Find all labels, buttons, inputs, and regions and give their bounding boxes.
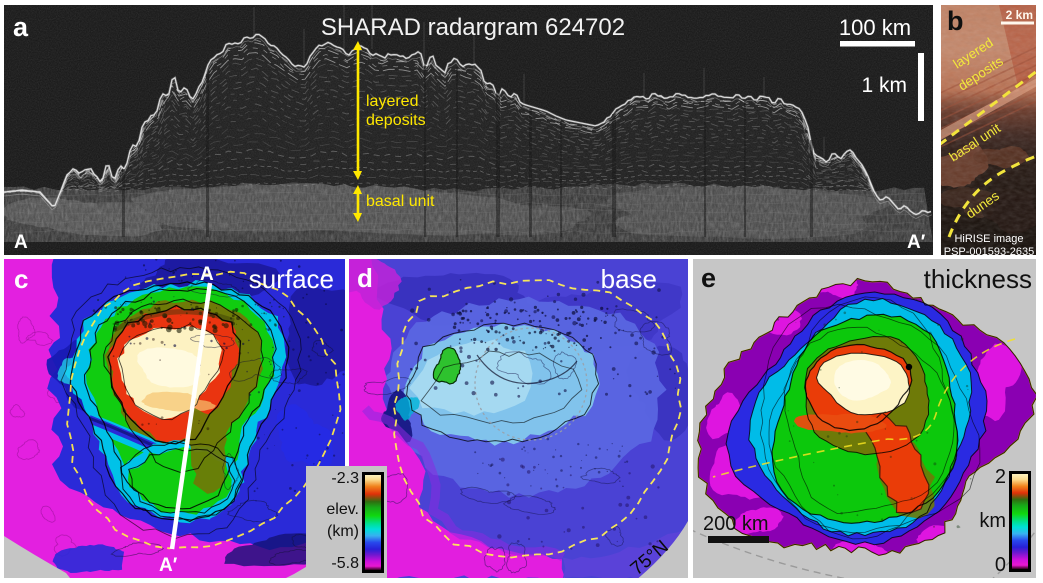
svg-text:A: A: [200, 264, 214, 285]
svg-text:a: a: [13, 12, 29, 42]
svg-text:basal unit: basal unit: [366, 193, 435, 210]
svg-text:1 km: 1 km: [861, 74, 907, 97]
svg-text:c: c: [14, 264, 28, 294]
svg-text:A: A: [14, 232, 28, 253]
svg-text:b: b: [947, 6, 964, 36]
svg-text:(km): (km): [327, 523, 359, 540]
svg-text:km: km: [979, 510, 1006, 532]
svg-text:100 km: 100 km: [839, 15, 911, 40]
svg-text:-5.8: -5.8: [331, 555, 359, 572]
svg-text:2 km: 2 km: [1006, 8, 1033, 22]
svg-text:deposits: deposits: [366, 112, 426, 129]
svg-text:2: 2: [995, 466, 1006, 488]
svg-text:surface: surface: [249, 264, 334, 294]
svg-text:-2.3: -2.3: [331, 470, 359, 487]
svg-text:HiRISE image: HiRISE image: [954, 233, 1023, 245]
svg-text:A′: A′: [907, 232, 926, 253]
svg-text:base: base: [601, 264, 657, 294]
svg-text:layered: layered: [366, 93, 418, 110]
svg-text:e: e: [701, 263, 716, 293]
svg-text:d: d: [357, 263, 373, 293]
svg-text:200 km: 200 km: [703, 513, 769, 535]
svg-text:elev.: elev.: [326, 501, 359, 518]
svg-text:0: 0: [995, 554, 1006, 576]
svg-text:A′: A′: [159, 555, 178, 576]
svg-text:thickness: thickness: [924, 264, 1032, 294]
svg-text:PSP-001593-2635: PSP-001593-2635: [944, 246, 1035, 255]
svg-text:SHARAD radargram 624702: SHARAD radargram 624702: [321, 14, 625, 41]
